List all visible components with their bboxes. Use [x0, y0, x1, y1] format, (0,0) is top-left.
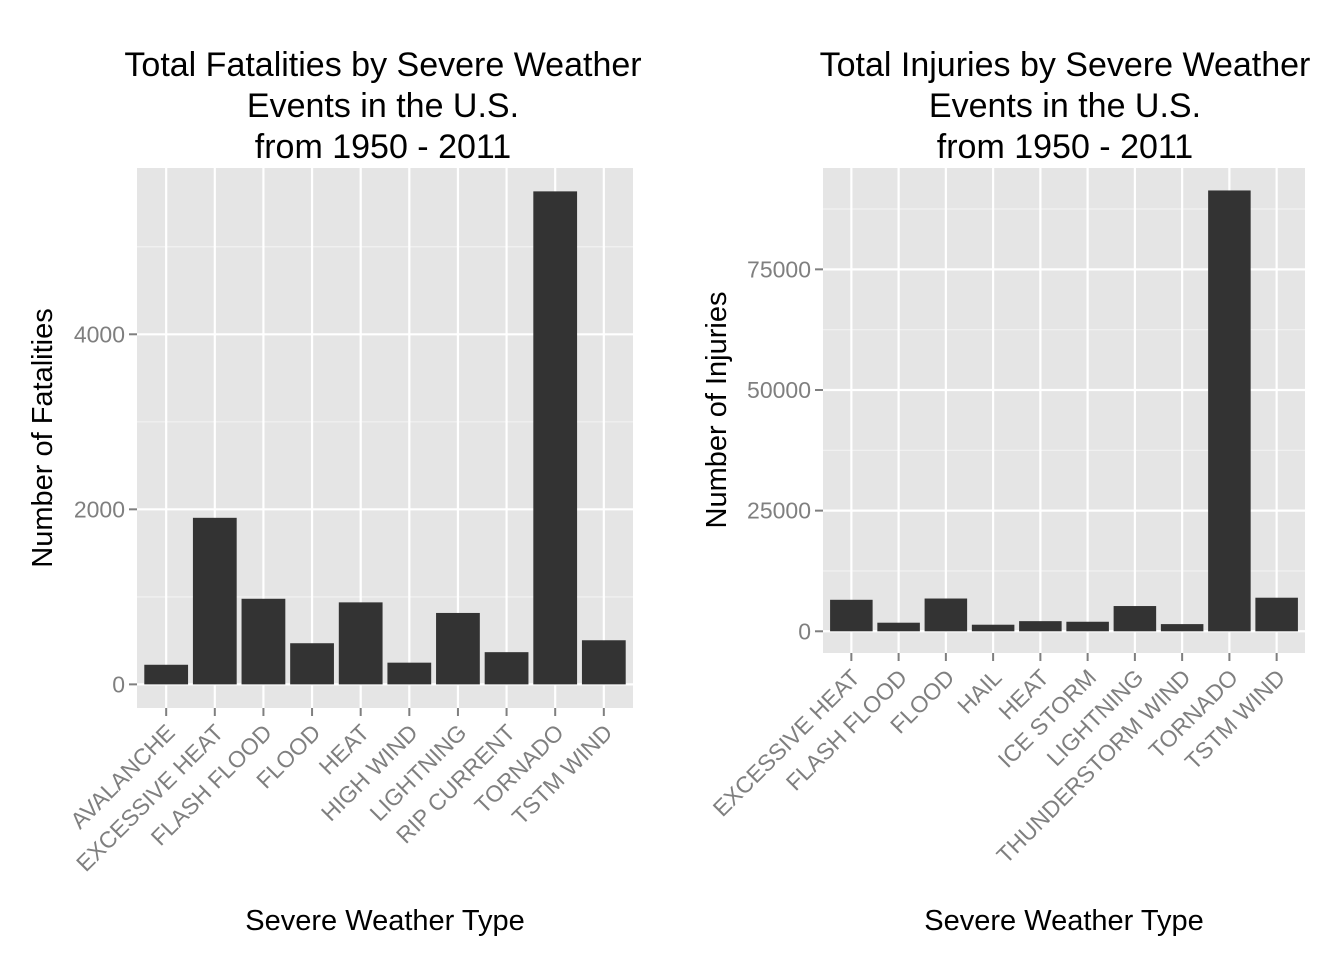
- chart-title-line: Events in the U.S.: [929, 87, 1201, 125]
- y-tick-label: 4000: [74, 321, 125, 347]
- y-axis-title: Number of Injuries: [701, 292, 733, 529]
- bar-hail: [971, 624, 1015, 632]
- bar-excessive-heat: [830, 599, 873, 632]
- bar-excessive-heat: [192, 517, 237, 685]
- bar-thunderstorm-wind: [1160, 624, 1204, 632]
- chart-title: Total Injuries by Severe Weather Events i…: [820, 46, 1311, 166]
- bar-avalanche: [144, 664, 189, 685]
- chart-title: Total Fatalities by Severe Weather Events…: [124, 46, 641, 166]
- bar-rip-current: [484, 652, 529, 685]
- bar-ice-storm: [1066, 621, 1109, 632]
- bar-flood: [290, 643, 334, 685]
- y-tick-label: 75000: [747, 256, 811, 282]
- chart-title-line: from 1950 - 2011: [255, 128, 511, 166]
- chart-title-line: Total Fatalities by Severe Weather: [124, 46, 641, 84]
- y-tick-label: 2000: [74, 496, 125, 522]
- x-axis-title: Severe Weather Type: [924, 905, 1203, 937]
- bar-tstm-wind: [1255, 597, 1298, 632]
- bar-flash-flood: [241, 598, 286, 685]
- bar-flood: [924, 598, 968, 632]
- bar-high-wind: [387, 662, 432, 685]
- bar-tornado: [533, 191, 578, 685]
- y-axis-title: Number of Fatalities: [27, 308, 59, 568]
- y-tick-label: 0: [112, 671, 125, 697]
- chart-title-line: Events in the U.S.: [247, 87, 519, 125]
- bar-flash-flood: [877, 622, 920, 632]
- y-tick-label: 0: [798, 618, 811, 644]
- chart-title-line: from 1950 - 2011: [937, 128, 1193, 166]
- y-tick-label: 25000: [747, 498, 811, 524]
- bar-tornado: [1208, 190, 1251, 632]
- bar-lightning: [436, 612, 480, 685]
- chart-title-line: Total Injuries by Severe Weather: [820, 46, 1311, 84]
- y-tick-label: 50000: [747, 377, 811, 403]
- bar-heat: [1019, 621, 1062, 632]
- bar-lightning: [1113, 606, 1157, 632]
- bar-tstm-wind: [581, 640, 626, 685]
- bar-heat: [338, 602, 383, 685]
- x-axis-title: Severe Weather Type: [245, 905, 524, 937]
